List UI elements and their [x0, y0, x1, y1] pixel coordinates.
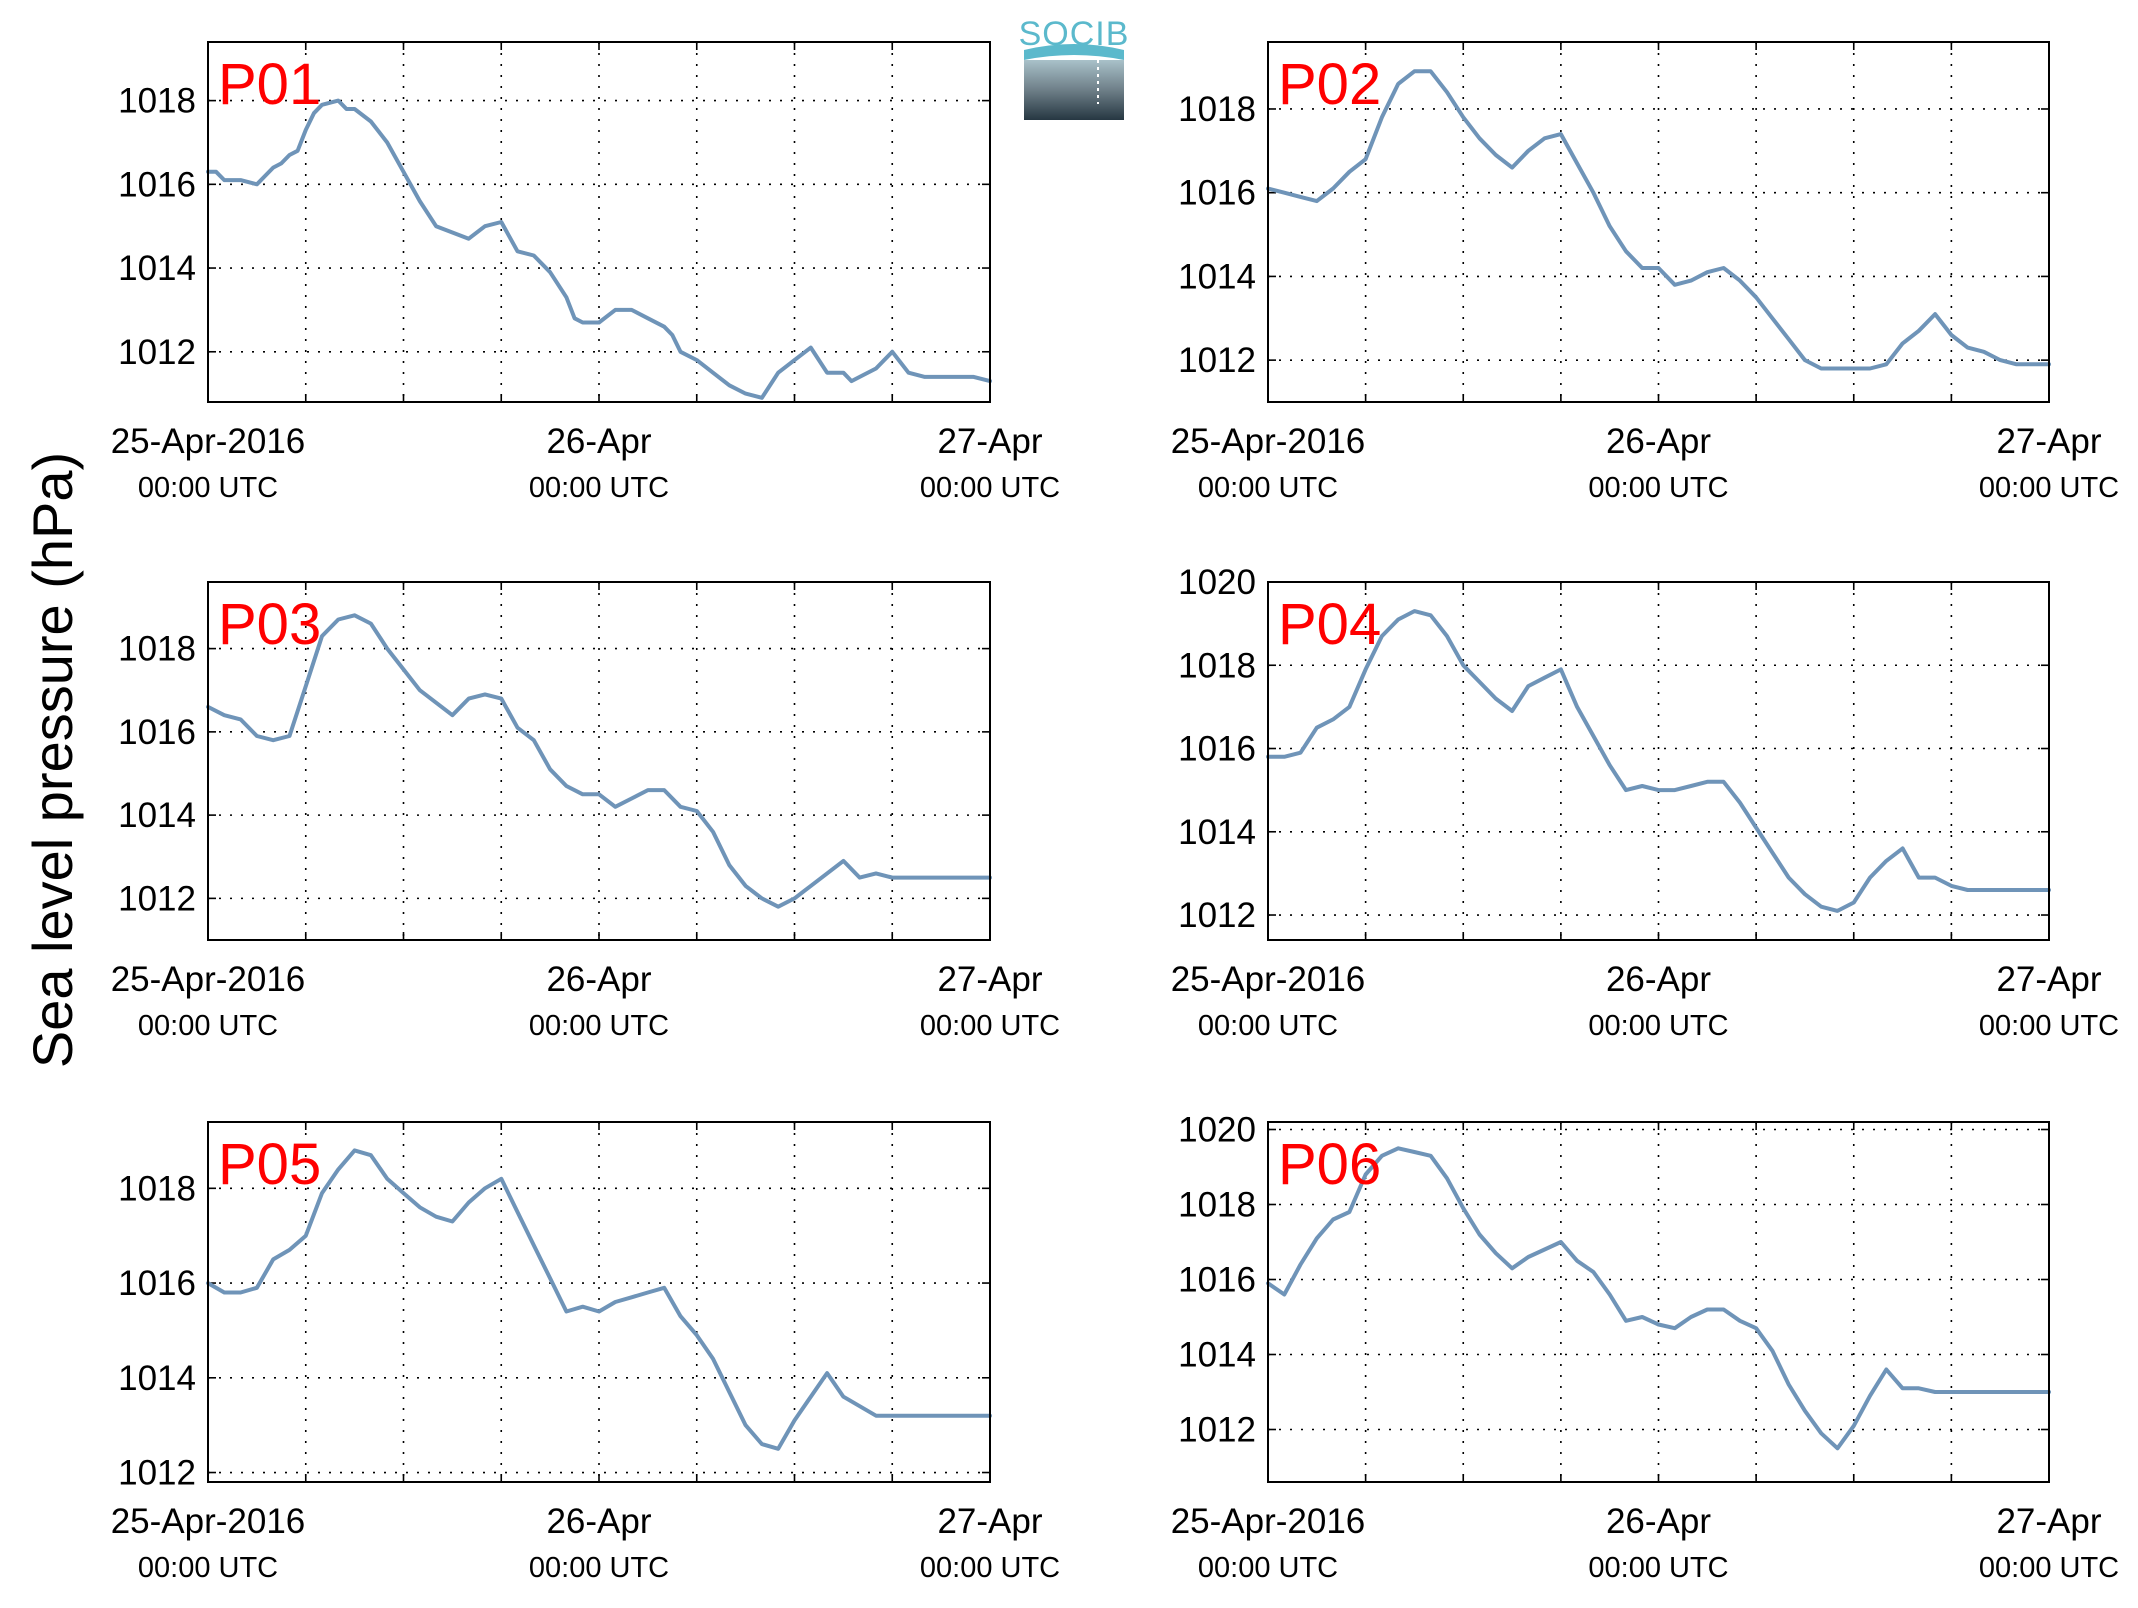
- chart-panels: 1012 1014 1016 1018 25-Apr-2016 00:00 UTC 26-A…: [111, 41, 2119, 1585]
- series-line-p04: [1266, 609, 2051, 913]
- axes-frame: [207, 41, 991, 403]
- y-tick-label: 1018: [118, 82, 196, 121]
- panel-label: P04: [1278, 592, 1381, 657]
- socib-logo-block: [1024, 60, 1124, 120]
- x-tick-sublabel: 00:00 UTC: [920, 472, 1060, 504]
- x-tick-label: 27-Apr: [1996, 422, 2101, 461]
- x-tick-sublabel: 00:00 UTC: [1979, 472, 2119, 504]
- socib-logo: SOCIB: [1019, 15, 1128, 120]
- y-tick-label: 1014: [1178, 813, 1256, 852]
- x-tick-label: 26-Apr: [546, 1502, 651, 1541]
- x-tick-sublabel: 00:00 UTC: [920, 1552, 1060, 1584]
- series-line-p01: [206, 98, 992, 400]
- axes-frame: [1267, 1121, 2050, 1483]
- y-tick-label: 1018: [1178, 1186, 1256, 1225]
- x-tick-sublabel: 00:00 UTC: [138, 1010, 278, 1042]
- x-tick-label: 27-Apr: [937, 960, 1042, 999]
- y-tick-label: 1016: [1178, 1261, 1256, 1300]
- y-tick-label: 1018: [1178, 90, 1256, 129]
- x-tick-label: 26-Apr: [546, 960, 651, 999]
- y-tick-label: 1012: [1178, 896, 1256, 935]
- chart-panel-p02: 1012 1014 1016 1018 25-Apr-2016 00:00 UTC 26-A…: [1171, 41, 2119, 504]
- y-tick-label: 1016: [1178, 730, 1256, 769]
- axes-frame: [207, 581, 991, 941]
- chart-panel-p01: 1012 1014 1016 1018 25-Apr-2016 00:00 UTC 26-A…: [111, 41, 1060, 504]
- y-tick-label: 1012: [118, 879, 196, 918]
- y-tick-label: 1014: [118, 1359, 196, 1398]
- x-tick-label: 27-Apr: [937, 422, 1042, 461]
- panel-label: P03: [218, 592, 321, 657]
- x-tick-label: 26-Apr: [546, 422, 651, 461]
- axes-frame: [1267, 41, 2050, 403]
- y-tick-label: 1014: [1178, 257, 1256, 296]
- y-tick-label: 1020: [1178, 1111, 1256, 1150]
- x-tick-sublabel: 00:00 UTC: [1588, 1010, 1728, 1042]
- chart-panel-p06: 1012 1014 1016 1018 1020 25-Apr-2016 00:00 UTC…: [1171, 1111, 2119, 1585]
- x-tick-label: 27-Apr: [1996, 1502, 2101, 1541]
- chart-panel-p04: 1012 1014 1016 1018 1020 25-Apr-2016 00:00 UTC…: [1171, 563, 2119, 1042]
- series-line-p05: [206, 1148, 992, 1451]
- y-tick-label: 1018: [1178, 646, 1256, 685]
- x-tick-label: 25-Apr-2016: [1171, 960, 1366, 999]
- axes-frame: [1267, 581, 2050, 941]
- x-tick-sublabel: 00:00 UTC: [1979, 1010, 2119, 1042]
- x-tick-sublabel: 00:00 UTC: [920, 1010, 1060, 1042]
- y-tick-label: 1020: [1178, 563, 1256, 602]
- x-tick-label: 27-Apr: [937, 1502, 1042, 1541]
- x-tick-sublabel: 00:00 UTC: [1979, 1552, 2119, 1584]
- panel-label: P06: [1278, 1132, 1381, 1197]
- series-line-p06: [1266, 1146, 2051, 1451]
- y-tick-label: 1018: [118, 630, 196, 669]
- x-tick-sublabel: 00:00 UTC: [1588, 1552, 1728, 1584]
- panel-label: P02: [1278, 52, 1381, 117]
- x-tick-label: 26-Apr: [1606, 422, 1711, 461]
- y-tick-label: 1016: [118, 165, 196, 204]
- x-tick-sublabel: 00:00 UTC: [1198, 1010, 1338, 1042]
- x-tick-label: 26-Apr: [1606, 1502, 1711, 1541]
- panel-label: P01: [218, 52, 321, 117]
- chart-panel-p03: 1012 1014 1016 1018 25-Apr-2016 00:00 UTC 26-A…: [111, 581, 1060, 1042]
- x-tick-sublabel: 00:00 UTC: [529, 472, 669, 504]
- y-tick-label: 1014: [118, 796, 196, 835]
- x-tick-sublabel: 00:00 UTC: [1198, 472, 1338, 504]
- x-tick-sublabel: 00:00 UTC: [1588, 472, 1728, 504]
- x-tick-label: 26-Apr: [1606, 960, 1711, 999]
- y-tick-label: 1012: [1178, 1411, 1256, 1450]
- x-tick-sublabel: 00:00 UTC: [138, 472, 278, 504]
- x-tick-label: 25-Apr-2016: [111, 960, 306, 999]
- x-tick-label: 25-Apr-2016: [111, 1502, 306, 1541]
- x-tick-label: 27-Apr: [1996, 960, 2101, 999]
- panel-label: P05: [218, 1132, 321, 1197]
- socib-logo-wave: [1024, 44, 1124, 60]
- y-tick-label: 1016: [118, 713, 196, 752]
- chart-panel-p05: 1012 1014 1016 1018 25-Apr-2016 00:00 UTC 26-A…: [111, 1121, 1060, 1584]
- x-tick-label: 25-Apr-2016: [1171, 1502, 1366, 1541]
- x-tick-sublabel: 00:00 UTC: [529, 1552, 669, 1584]
- y-tick-label: 1012: [118, 333, 196, 372]
- y-tick-label: 1016: [1178, 174, 1256, 213]
- y-axis-title: Sea level pressure (hPa): [21, 452, 84, 1068]
- y-tick-label: 1018: [118, 1169, 196, 1208]
- series-line-p02: [1266, 69, 2051, 371]
- x-tick-label: 25-Apr-2016: [1171, 422, 1366, 461]
- axes-frame: [207, 1121, 991, 1483]
- y-tick-label: 1014: [1178, 1336, 1256, 1375]
- y-tick-label: 1012: [118, 1454, 196, 1493]
- x-tick-sublabel: 00:00 UTC: [138, 1552, 278, 1584]
- y-tick-label: 1016: [118, 1264, 196, 1303]
- series-line-p03: [206, 613, 992, 909]
- x-tick-sublabel: 00:00 UTC: [1198, 1552, 1338, 1584]
- y-tick-label: 1014: [118, 249, 196, 288]
- x-tick-sublabel: 00:00 UTC: [529, 1010, 669, 1042]
- x-tick-label: 25-Apr-2016: [111, 422, 306, 461]
- y-tick-label: 1012: [1178, 341, 1256, 380]
